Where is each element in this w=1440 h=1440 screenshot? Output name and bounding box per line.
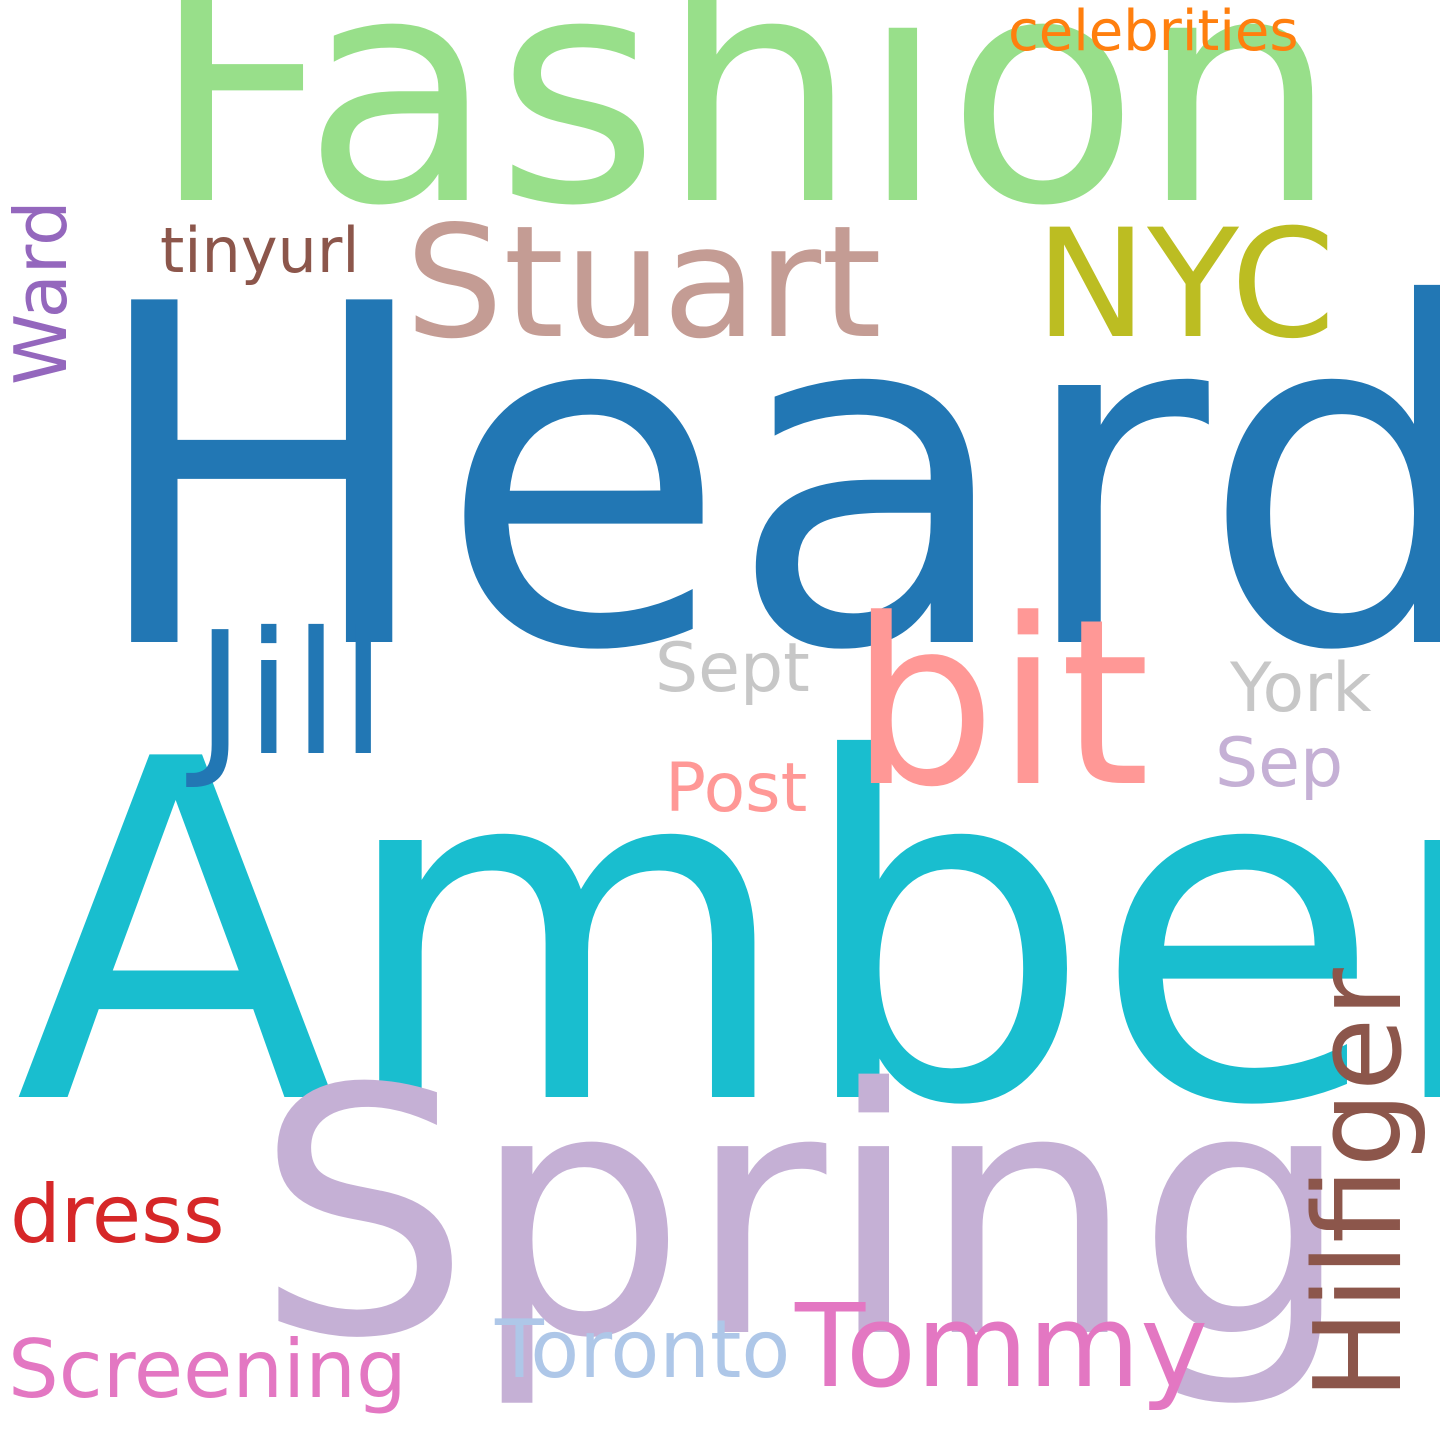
- word-amber: Amber: [15, 661, 1440, 1208]
- word-hilfiger: Hilfiger: [1290, 968, 1429, 1400]
- word-spring: Spring: [255, 1017, 1353, 1413]
- word-post: Post: [665, 749, 808, 828]
- word-nyc: NYC: [1035, 198, 1336, 372]
- word-tinyurl: tinyurl: [160, 214, 360, 287]
- word-heard: Heard: [85, 206, 1440, 753]
- word-fashion: Fashion: [150, 0, 1339, 275]
- word-toronto: Toronto: [495, 1303, 791, 1396]
- word-bit: bit: [850, 571, 1151, 838]
- word-jill: Jill: [195, 596, 387, 794]
- word-york: York: [1230, 649, 1372, 728]
- word-celebrities: celebrities: [1008, 0, 1299, 64]
- word-dress: dress: [10, 1168, 225, 1261]
- word-tommy: Tommy: [795, 1280, 1209, 1414]
- word-sept: Sept: [655, 629, 810, 708]
- word-stuart: Stuart: [405, 192, 882, 373]
- word-screening: Screening: [8, 1323, 407, 1416]
- word-ward: Ward: [0, 200, 83, 385]
- word-sep: Sep: [1215, 724, 1344, 803]
